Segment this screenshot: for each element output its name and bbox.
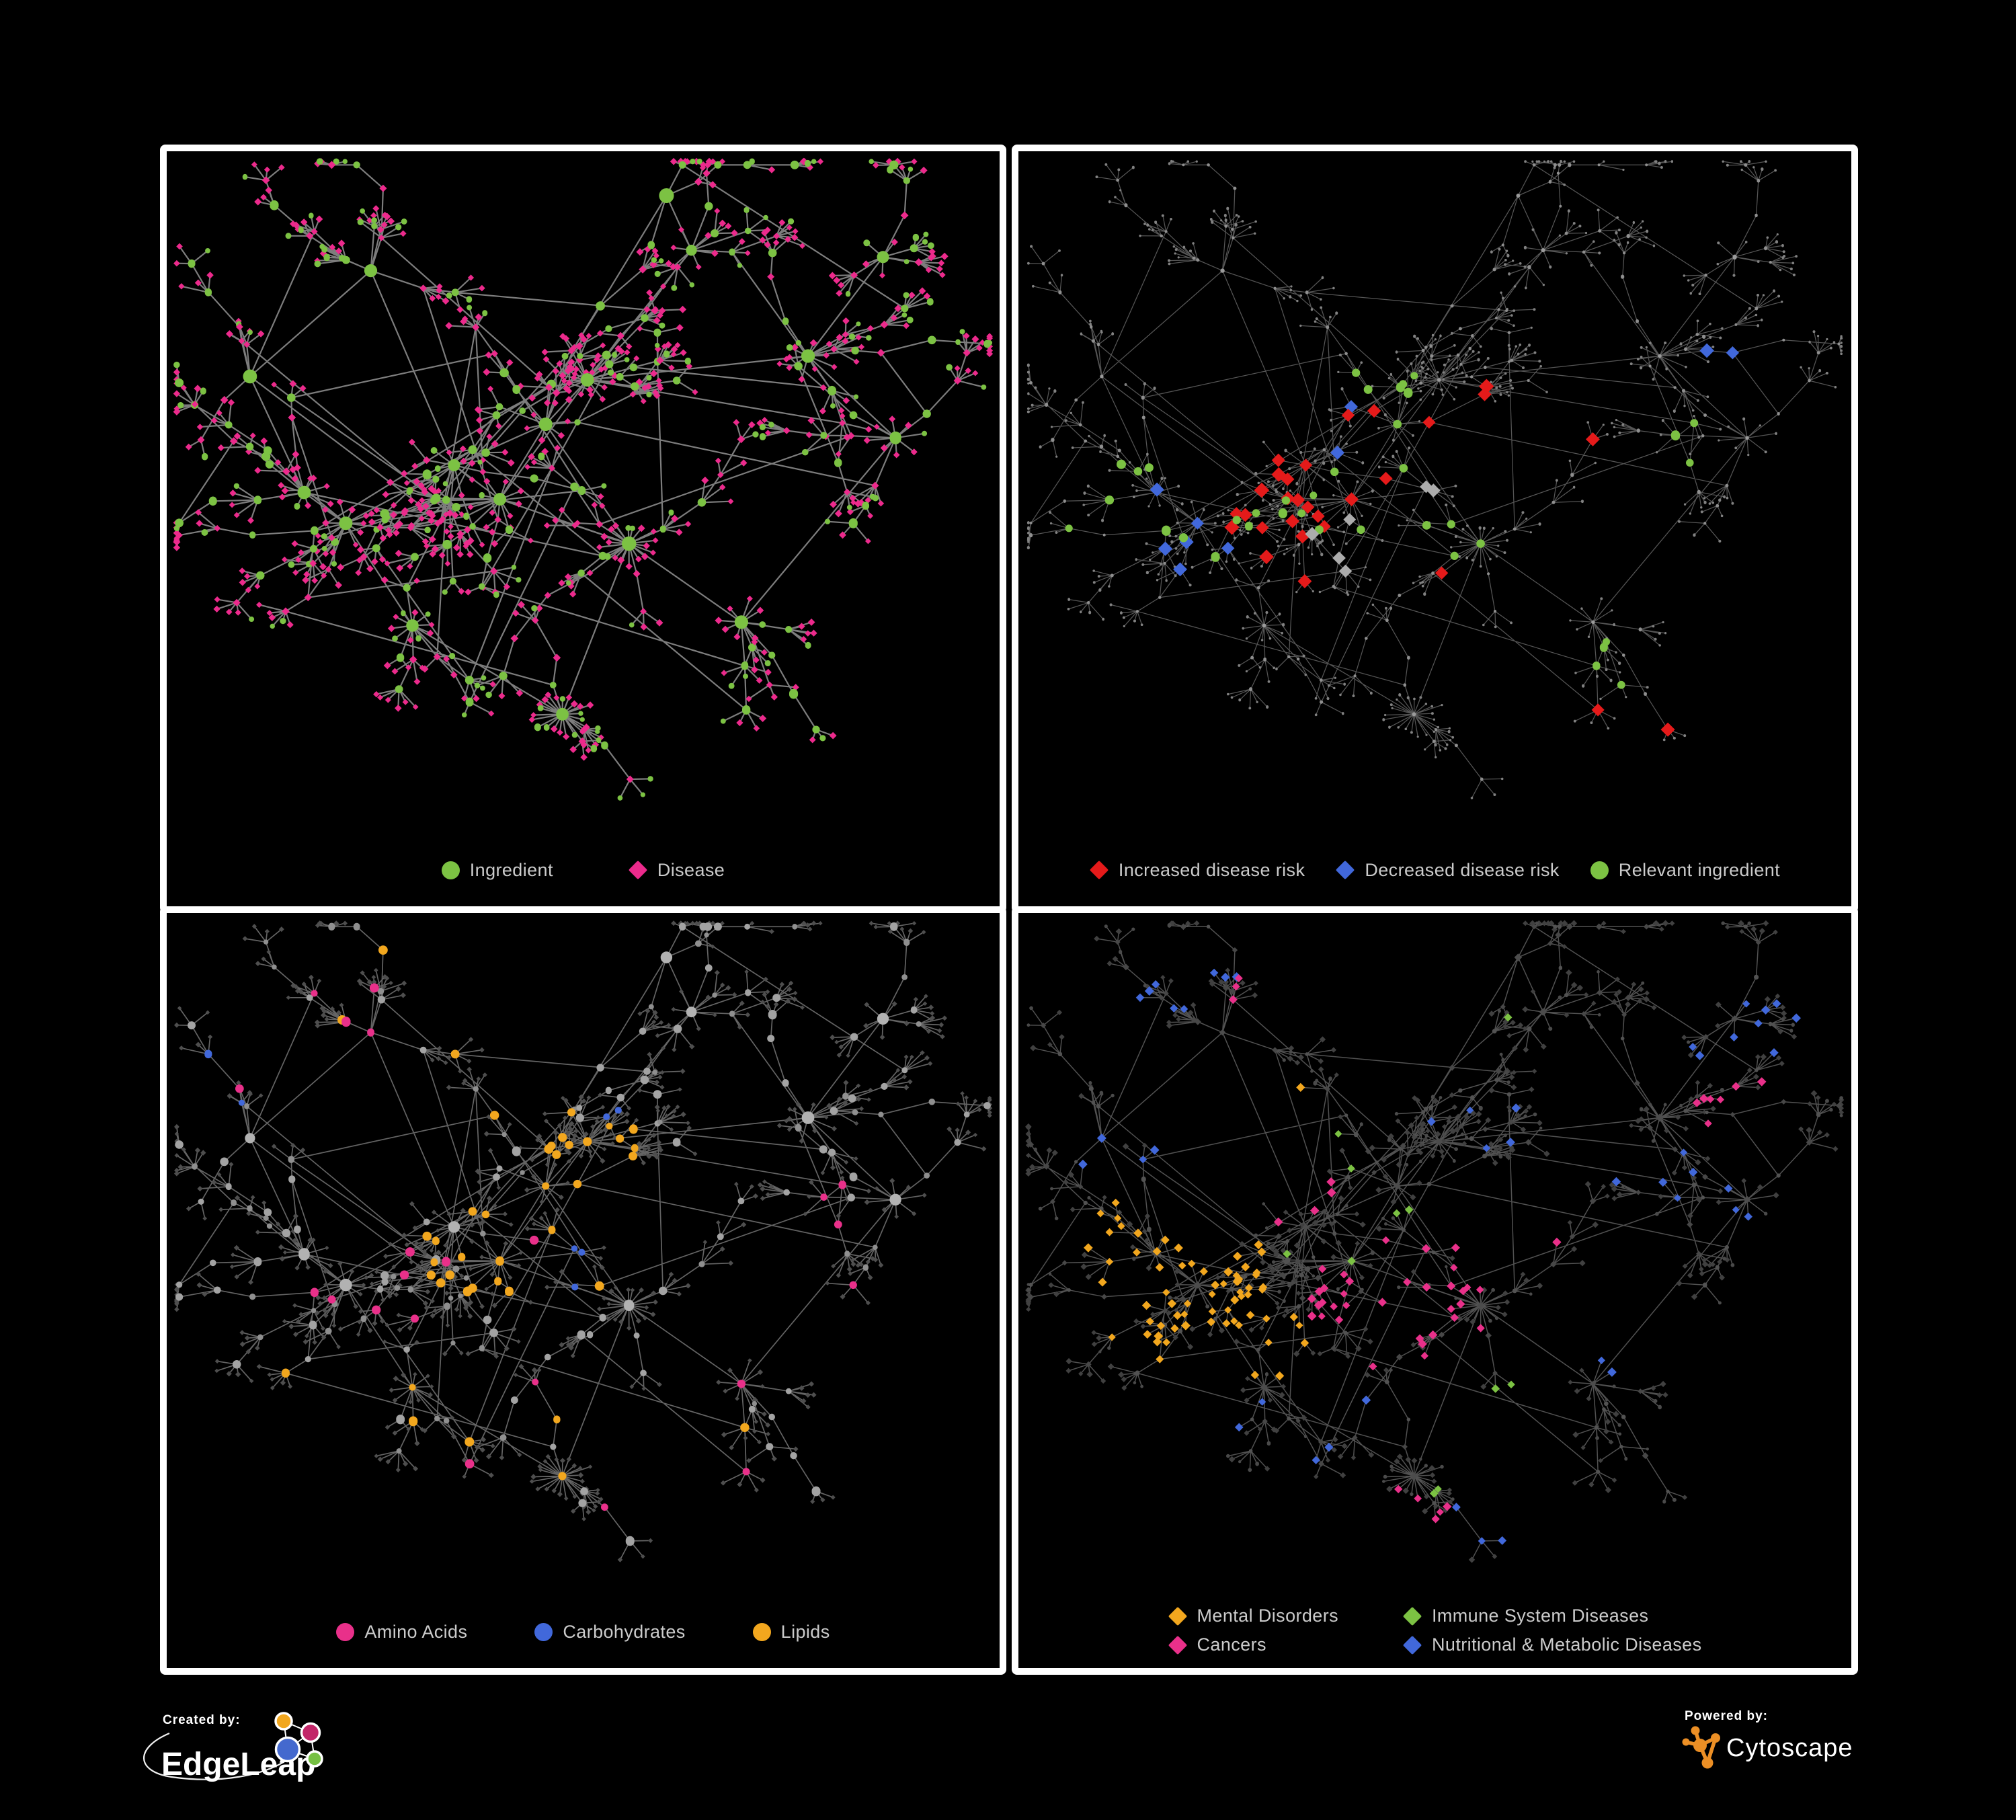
legend-label: Amino Acids: [364, 1621, 468, 1642]
mental-disorders-diamond-icon: [1168, 1606, 1187, 1626]
legend-item-immune-diseases: Immune System Diseases: [1402, 1606, 1701, 1626]
legend-nutrient-classes: Amino Acids Carbohydrates Lipids: [167, 1595, 1000, 1668]
edgeleap-blue-node-icon: [274, 1736, 301, 1763]
legend-item-ingredient: Ingredient: [441, 859, 553, 881]
network-panel-disease-categories: Mental Disorders Immune System Diseases …: [1012, 906, 1858, 1675]
legend-item-amino-acids: Amino Acids: [336, 1622, 467, 1643]
increased-risk-diamond-icon: [1089, 860, 1109, 880]
legend-label: Cancers: [1197, 1634, 1266, 1655]
cytoscape-logo: Powered by: Cytoscape: [1682, 1709, 1853, 1769]
cytoscape-icon: [1682, 1726, 1720, 1769]
disease-diamond-icon: [628, 860, 648, 880]
legend-item-increased-risk: Increased disease risk: [1089, 859, 1305, 881]
immune-diseases-diamond-icon: [1402, 1606, 1422, 1626]
cancers-diamond-icon: [1168, 1635, 1187, 1655]
carbohydrates-circle-icon: [534, 1622, 553, 1641]
legend-label: Mental Disorders: [1197, 1606, 1338, 1626]
legend-item-carbohydrates: Carbohydrates: [534, 1622, 685, 1643]
legend-item-relevant-ingredient: Relevant ingredient: [1590, 860, 1780, 881]
legend-label: Relevant ingredient: [1618, 859, 1781, 880]
nutritional-metabolic-diamond-icon: [1402, 1635, 1422, 1655]
network-panel-disease-risk: Increased disease risk Decreased disease…: [1012, 145, 1858, 913]
legend-item-nutritional-metabolic: Nutritional & Metabolic Diseases: [1402, 1634, 1702, 1655]
powered-by-label: Powered by:: [1685, 1709, 1768, 1723]
legend-label: Increased disease risk: [1118, 859, 1305, 880]
legend-disease-risk: Increased disease risk Decreased disease…: [1018, 834, 1851, 906]
legend-label: Ingredient: [469, 859, 553, 880]
amino-acids-circle-icon: [336, 1622, 355, 1641]
relevant-ingredient-circle-icon: [1590, 861, 1609, 879]
edgeleap-orange-node-icon: [274, 1712, 293, 1731]
legend-item-decreased-risk: Decreased disease risk: [1336, 860, 1559, 881]
legend-label: Immune System Diseases: [1432, 1606, 1649, 1626]
legend-item-mental-disorders: Mental Disorders: [1168, 1606, 1338, 1626]
edgeleap-green-node-icon: [306, 1750, 323, 1768]
ingredient-circle-icon: [441, 861, 460, 879]
network-panel-nutrient-classes: Amino Acids Carbohydrates Lipids: [160, 906, 1006, 1675]
legend-item-disease: Disease: [628, 859, 725, 881]
legend-disease-categories: Mental Disorders Immune System Diseases …: [1018, 1595, 1851, 1668]
edgeleap-logo: Created by: EdgeLeap: [143, 1712, 323, 1782]
network-canvas-nutrient-classes: [173, 920, 993, 1562]
legend-label: Carbohydrates: [563, 1621, 686, 1642]
network-panel-ingredient-disease: Ingredient Disease: [160, 145, 1006, 913]
legend-label: Lipids: [780, 1621, 830, 1642]
decreased-risk-diamond-icon: [1336, 860, 1355, 880]
legend-label: Nutritional & Metabolic Diseases: [1432, 1634, 1702, 1655]
edgeleap-magenta-node-icon: [300, 1722, 321, 1743]
legend-item-cancers: Cancers: [1168, 1634, 1338, 1655]
lipids-circle-icon: [752, 1622, 771, 1641]
legend-label: Decreased disease risk: [1365, 859, 1560, 880]
legend-ingredient-disease: Ingredient Disease: [167, 834, 1000, 906]
network-canvas-disease-risk: [1026, 159, 1843, 799]
cytoscape-wordmark: Cytoscape: [1726, 1734, 1853, 1762]
legend-label: Disease: [657, 859, 725, 880]
network-canvas-disease-categories: [1025, 920, 1845, 1563]
legend-item-lipids: Lipids: [752, 1621, 830, 1643]
network-canvas-ingredient-disease: [173, 157, 994, 801]
edgeleap-swoosh: [143, 1732, 291, 1780]
created-by-label: Created by:: [163, 1713, 241, 1727]
